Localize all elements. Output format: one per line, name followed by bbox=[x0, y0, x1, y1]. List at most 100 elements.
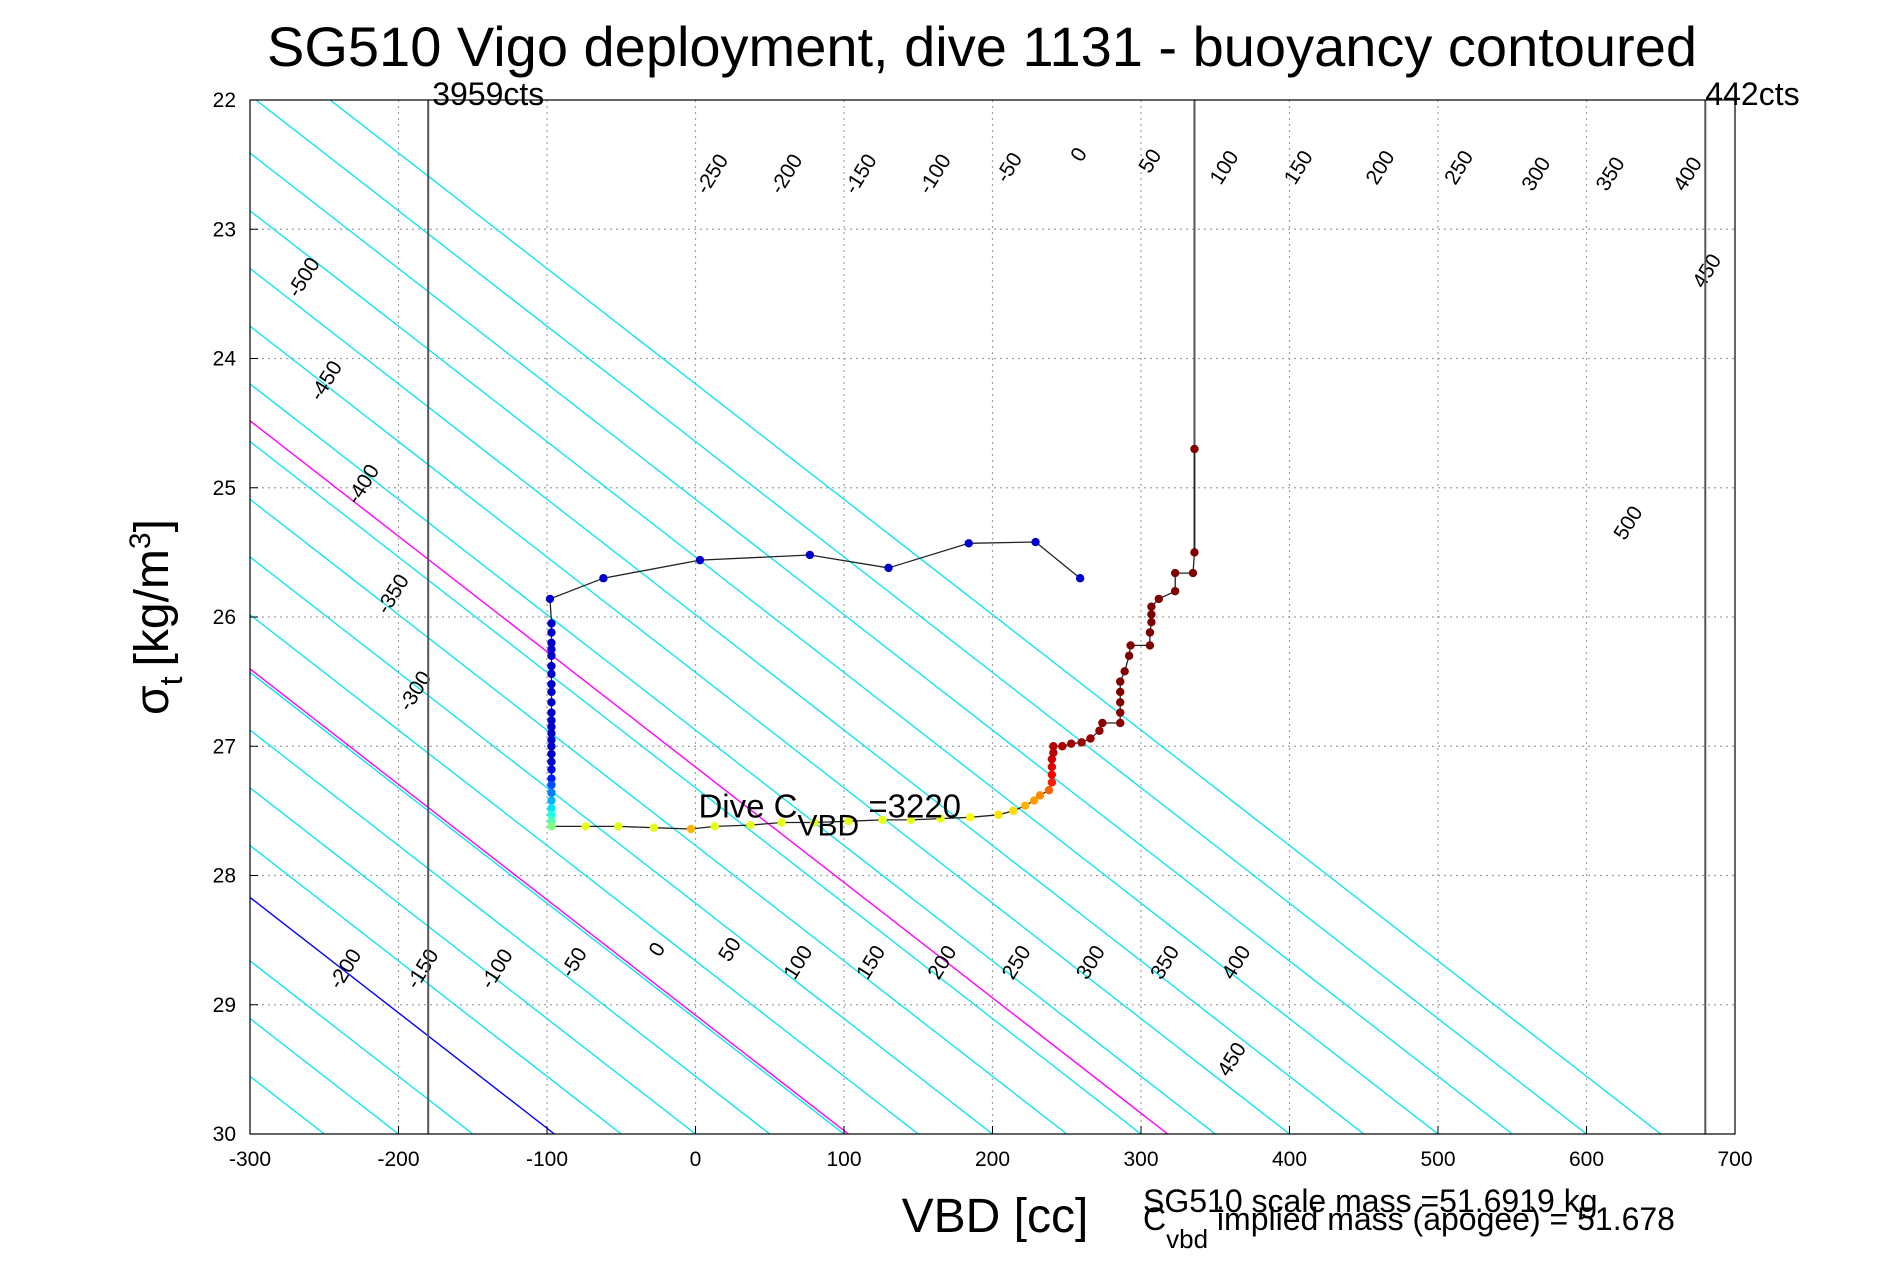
contour-label: 150 bbox=[1280, 147, 1318, 189]
data-point bbox=[547, 628, 556, 637]
y-tick-label: 28 bbox=[213, 865, 236, 888]
data-point bbox=[777, 818, 786, 827]
data-point bbox=[547, 716, 556, 725]
x-tick-label: -100 bbox=[526, 1148, 568, 1171]
x-axis-label: VBD [cc] bbox=[902, 1190, 1089, 1243]
x-tick-label: 700 bbox=[1717, 1148, 1752, 1171]
contour-label: -250 bbox=[691, 150, 733, 198]
implied-mass-prefix: C bbox=[1143, 1201, 1166, 1237]
data-point bbox=[1075, 574, 1085, 583]
data-point bbox=[1058, 742, 1067, 751]
data-point bbox=[614, 822, 623, 831]
annotation-sub: VBD bbox=[798, 809, 860, 842]
contour-label: 400 bbox=[1669, 153, 1707, 195]
data-point bbox=[1147, 610, 1156, 619]
data-point bbox=[547, 774, 556, 783]
data-point bbox=[547, 619, 556, 628]
data-point bbox=[545, 594, 555, 604]
data-point bbox=[1044, 785, 1054, 795]
implied-mass-suffix: implied mass (apogee) = 51.678 bbox=[1208, 1201, 1675, 1237]
data-point bbox=[547, 765, 556, 774]
contour-line bbox=[250, 671, 845, 1134]
vbd-limit-label: 3959cts bbox=[432, 76, 544, 112]
data-point bbox=[547, 661, 556, 671]
contour-labels: -500-450-400-350-300-250 -200 -150 -100 -50 0… bbox=[283, 144, 1726, 1081]
data-point bbox=[1116, 718, 1125, 728]
contour-label: 400 bbox=[1217, 942, 1255, 984]
y-label-sub: t bbox=[153, 676, 189, 685]
data-point bbox=[1047, 762, 1057, 772]
data-point bbox=[1147, 602, 1156, 611]
y-tick-label: 29 bbox=[213, 994, 236, 1017]
y-label-symbol: σ bbox=[126, 685, 179, 715]
x-tick-label: 500 bbox=[1420, 1148, 1455, 1171]
annotation-suffix: =3220 bbox=[859, 787, 961, 824]
data-point bbox=[547, 735, 556, 744]
data-point bbox=[547, 757, 556, 766]
x-tick-label: 100 bbox=[826, 1148, 861, 1171]
data-point bbox=[1190, 548, 1199, 557]
data-point bbox=[547, 749, 556, 759]
contour-line bbox=[250, 325, 1290, 1134]
contour-line bbox=[255, 100, 1587, 1134]
y-label-sup: 3 bbox=[124, 532, 157, 549]
limit-buoyancy-line bbox=[250, 419, 1169, 1134]
data-point bbox=[1170, 568, 1180, 578]
x-tick-label: 0 bbox=[690, 1148, 702, 1171]
data-point bbox=[1147, 617, 1156, 627]
data-point bbox=[1086, 734, 1095, 743]
data-point bbox=[1098, 718, 1107, 728]
contour-label: -500 bbox=[283, 254, 325, 302]
contour-label: 100 bbox=[779, 942, 817, 984]
data-point bbox=[547, 651, 556, 660]
data-point bbox=[547, 638, 556, 648]
y-axis-ticks: 22 23 24 25 26 27 28 29 30 bbox=[213, 89, 258, 1146]
data-point bbox=[878, 815, 887, 825]
data-point bbox=[994, 810, 1003, 819]
contour-line bbox=[250, 383, 1216, 1134]
contour-line bbox=[250, 152, 1513, 1134]
contour-line bbox=[250, 498, 1068, 1134]
data-point bbox=[906, 815, 916, 825]
dive-trace bbox=[549, 449, 1196, 830]
implied-mass-text: Cvbd implied mass (apogee) = 51.678 bbox=[1143, 1201, 1675, 1254]
vbd-limit-label: 442cts bbox=[1705, 76, 1799, 112]
data-point bbox=[810, 818, 819, 827]
data-point bbox=[547, 687, 556, 697]
zero-buoyancy-line bbox=[250, 896, 555, 1134]
x-tick-label: 400 bbox=[1272, 1148, 1307, 1171]
contour-label: -100 bbox=[914, 150, 956, 198]
contour-line bbox=[250, 786, 696, 1134]
contour-line bbox=[250, 844, 622, 1134]
data-point bbox=[1145, 628, 1155, 637]
contour-label: -100 bbox=[476, 945, 518, 993]
data-point bbox=[1047, 778, 1057, 787]
y-tick-label: 24 bbox=[213, 348, 237, 371]
data-point bbox=[1049, 748, 1058, 757]
y-tick-label: 26 bbox=[213, 606, 236, 629]
contour-line bbox=[329, 100, 1662, 1134]
data-point bbox=[695, 555, 705, 565]
contour-label: 50 bbox=[1134, 145, 1166, 177]
data-point bbox=[1020, 801, 1030, 810]
contour-line bbox=[250, 556, 993, 1134]
data-point bbox=[884, 563, 893, 573]
data-point bbox=[805, 550, 815, 560]
contour-label: -150 bbox=[840, 150, 882, 198]
y-tick-label: 30 bbox=[213, 1123, 236, 1146]
data-point bbox=[1116, 677, 1125, 686]
data-point bbox=[1116, 687, 1125, 697]
contour-line bbox=[250, 729, 771, 1134]
data-point bbox=[547, 780, 556, 790]
x-tick-label: -200 bbox=[377, 1148, 419, 1171]
data-point bbox=[649, 823, 659, 832]
contour-label: 300 bbox=[1517, 153, 1555, 195]
contour-label: -400 bbox=[342, 460, 384, 508]
contour-label: -200 bbox=[766, 150, 808, 198]
buoyancy-contours bbox=[250, 100, 1662, 1134]
data-point bbox=[966, 813, 975, 822]
y-label-units: [kg/m bbox=[126, 549, 179, 666]
dive-cvbd-annotation: Dive CVBD =3220 bbox=[698, 787, 961, 842]
contour-label: 450 bbox=[1213, 1039, 1251, 1081]
